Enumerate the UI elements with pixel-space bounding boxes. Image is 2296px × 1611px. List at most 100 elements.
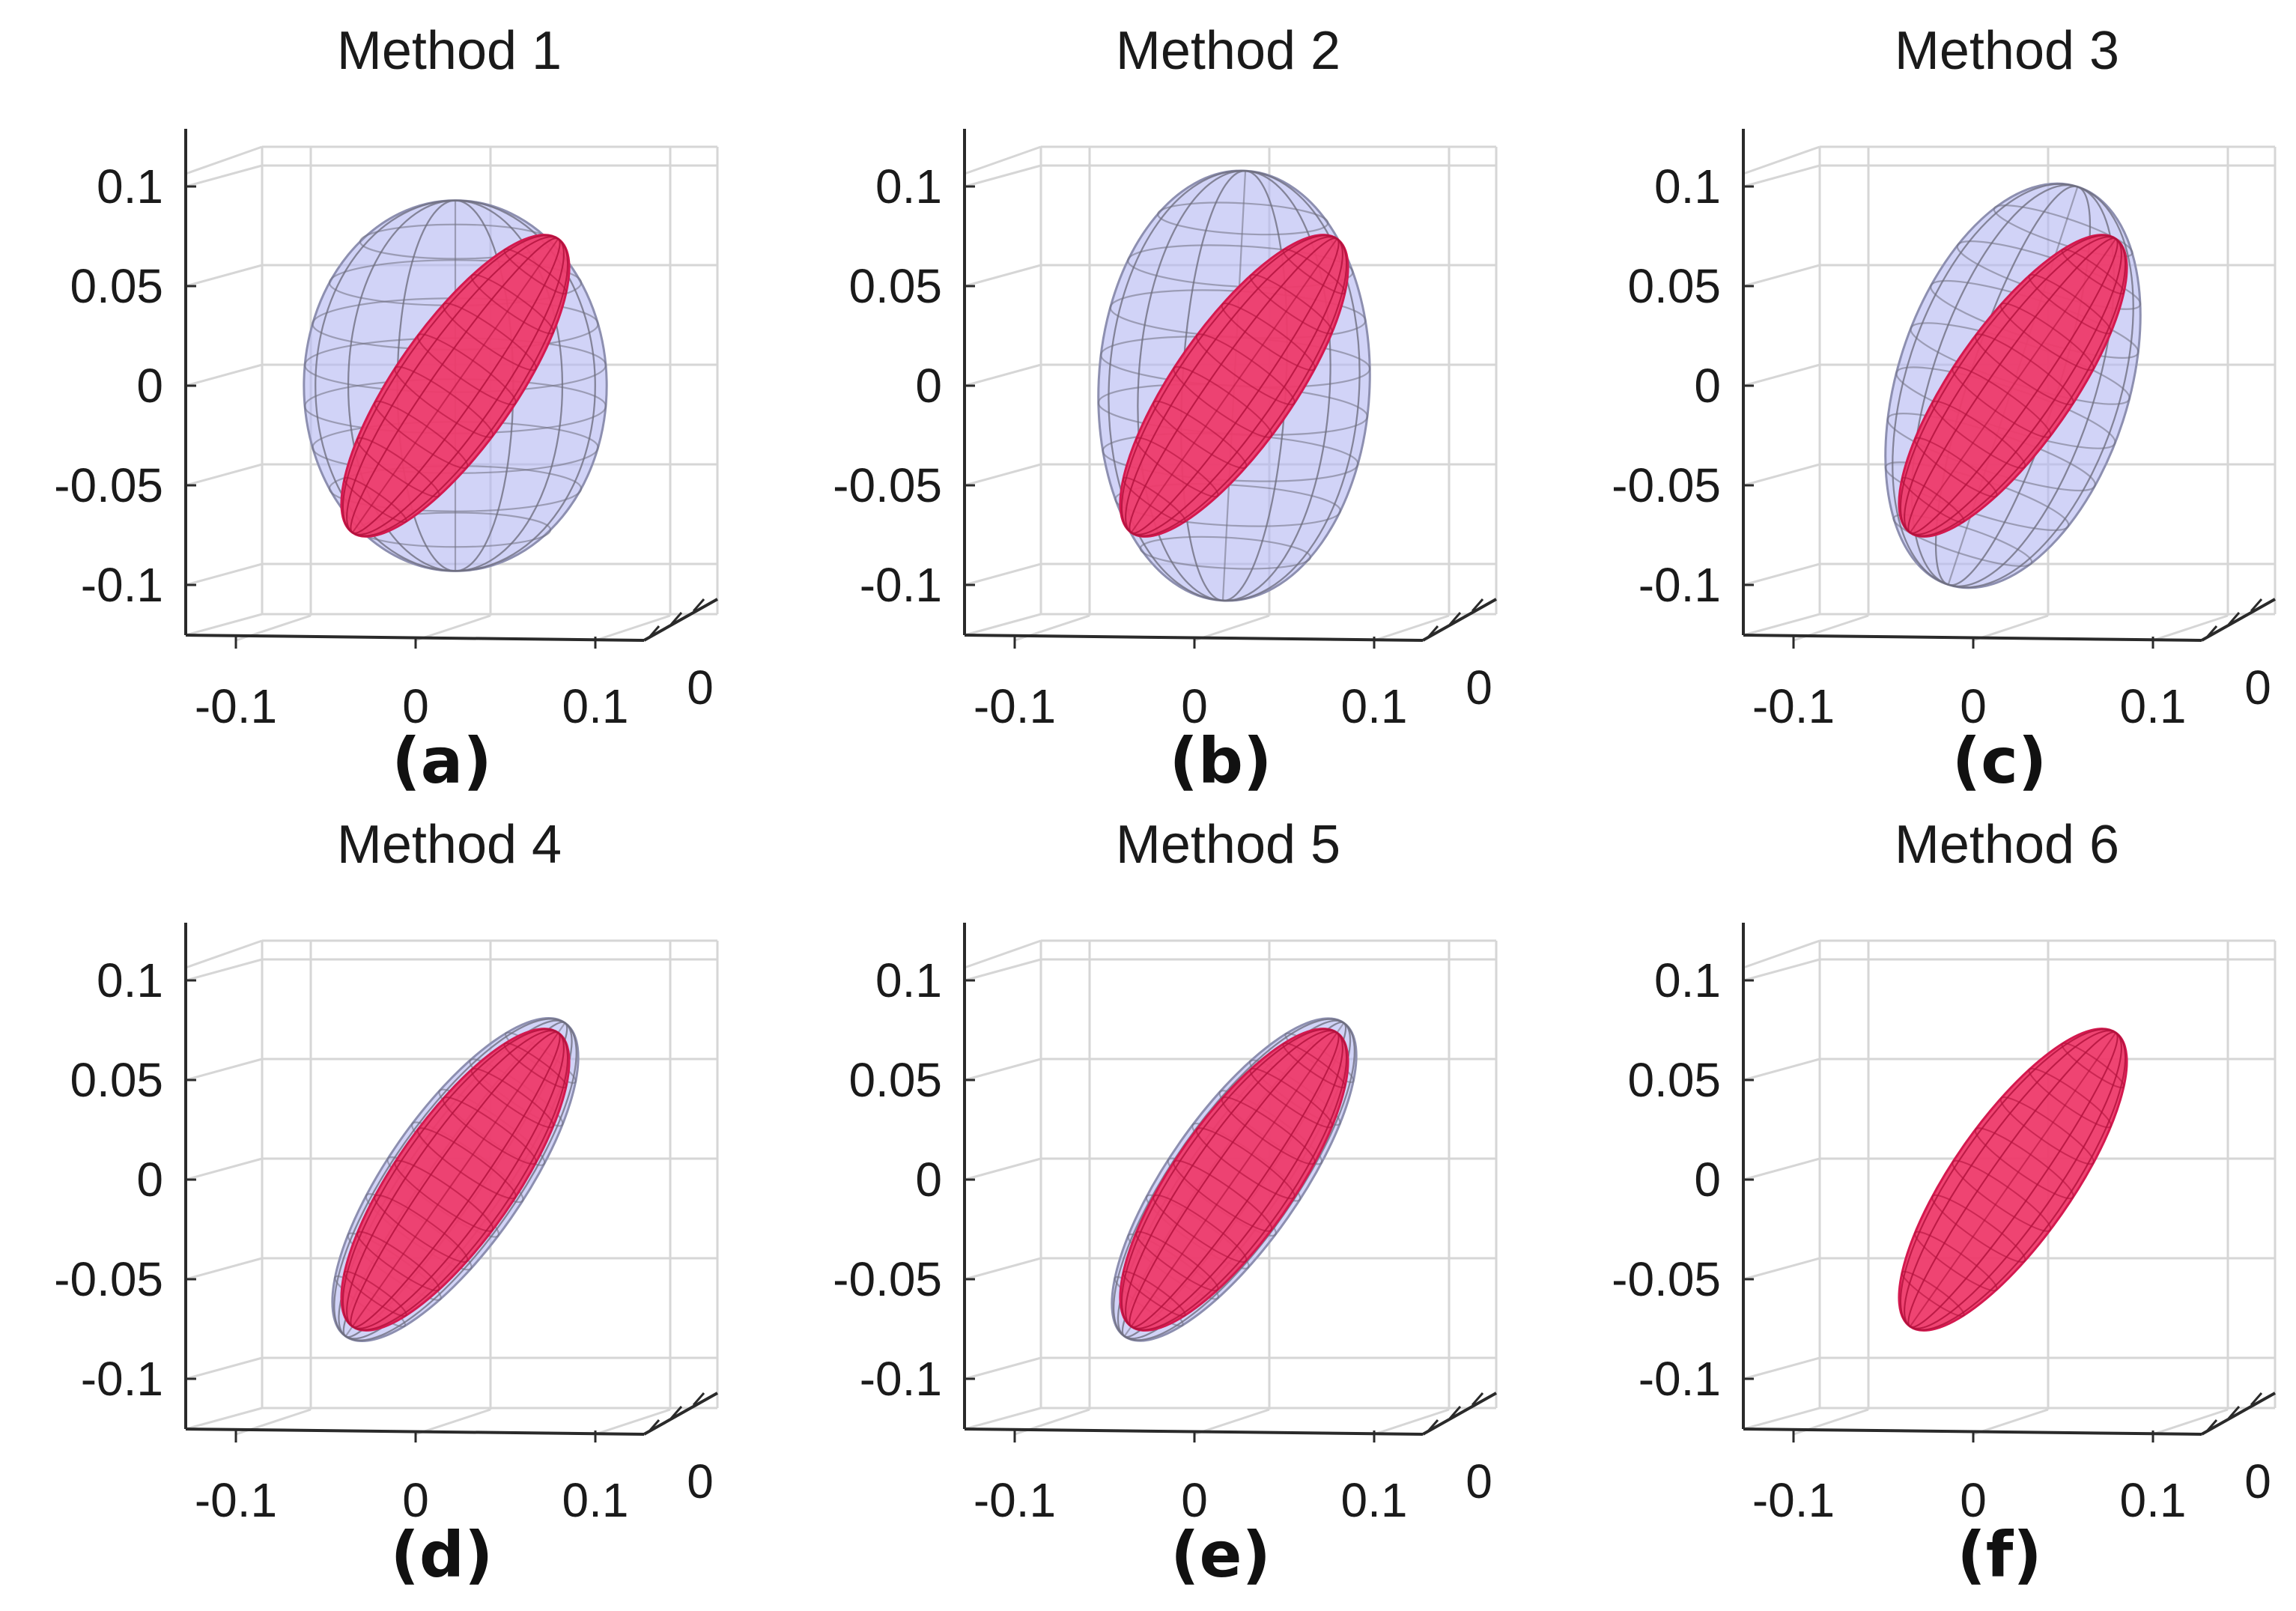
panel-title: Method 3 [1895, 21, 2119, 81]
grid-line [964, 463, 1042, 487]
y-tick-label: 0.05 [70, 1053, 163, 1107]
grid-line [1743, 363, 1820, 387]
grid-line [185, 958, 263, 982]
panel-title: Method 1 [337, 21, 562, 81]
y-tick-label: -0.05 [833, 458, 942, 512]
grid-line [1743, 1407, 1820, 1431]
inner-ellipsoid-mesh [1899, 234, 2127, 537]
mesh-parallel [1152, 400, 1248, 469]
panel-label: (d) [391, 1518, 493, 1592]
z-tick [2205, 625, 2218, 639]
grid-line [185, 463, 263, 487]
y-tick-label: -0.05 [833, 1252, 942, 1306]
y-tick-label: -0.1 [1639, 558, 1721, 612]
grid-line [185, 1356, 263, 1380]
mesh-parallel [1999, 303, 2095, 371]
grid-line [415, 1408, 491, 1436]
y-tick-label: 0.05 [848, 259, 942, 313]
x-tick-label: -0.1 [974, 1473, 1056, 1527]
grid-line [185, 1257, 263, 1281]
grid-lines [185, 939, 719, 1436]
mesh-parallel [1173, 365, 1273, 438]
grid-line [964, 562, 1042, 586]
mesh-parallel [2061, 1042, 2125, 1089]
y-tick-label: 0.1 [875, 953, 942, 1007]
mesh-parallel [1195, 333, 1296, 406]
y-tick-label: 0.1 [97, 160, 163, 213]
mesh-parallel [1122, 1270, 1186, 1317]
grid-line [964, 363, 1042, 387]
mesh-parallel [416, 333, 517, 406]
x-tick-label: 0.1 [562, 679, 629, 733]
z-tick [1448, 612, 1462, 625]
grid-line [2152, 1408, 2229, 1436]
x-tick-label: 0 [402, 679, 429, 733]
mesh-meridian [1108, 169, 1361, 602]
grid-line [964, 613, 1042, 637]
y-tick-label: 0 [136, 359, 163, 413]
grid-line [1743, 939, 1820, 969]
y-tick-label: 0.1 [97, 953, 163, 1007]
y-tick-label: 0.05 [848, 1053, 942, 1107]
mesh-parallel [343, 1270, 407, 1317]
mesh-parallel [1999, 1096, 2095, 1165]
grid-line [595, 614, 671, 642]
inner-ellipsoid [1898, 1028, 2128, 1332]
mesh-parallel [1913, 1231, 1998, 1292]
mesh-meridian [341, 234, 569, 537]
mesh-parallel [1952, 1159, 2052, 1232]
z-axis-line [643, 1392, 718, 1436]
grid-line [1972, 614, 2049, 642]
inner-ellipsoid [1119, 1028, 1349, 1332]
mesh-parallel [1157, 201, 1329, 236]
mesh-parallel [1221, 303, 1316, 371]
y-tick-label: 0 [915, 1153, 942, 1207]
mesh-parallel [343, 476, 407, 524]
x-tick-label: 0.1 [1341, 679, 1408, 733]
y-tick-label: 0.1 [1654, 953, 1721, 1007]
z-tick [2250, 1392, 2263, 1406]
axes [1742, 129, 2276, 649]
inner-ellipsoid [340, 1028, 571, 1332]
panel-title: Method 2 [1116, 21, 1340, 81]
mesh-parallel [2061, 248, 2125, 295]
inner-ellipsoid [340, 234, 571, 538]
mesh-parallel [1195, 1127, 1296, 1200]
z-axis-line [2201, 598, 2276, 642]
mesh-parallel [1993, 204, 2133, 258]
x-tick-label: -0.1 [974, 679, 1056, 733]
mesh-parallel [374, 400, 469, 469]
mesh-parallel [1282, 1042, 1346, 1089]
z-tick [1426, 625, 1439, 639]
x-tick-label: 0.1 [1341, 1473, 1408, 1527]
mesh-parallel [1901, 476, 1965, 524]
x-tick-label: -0.1 [1752, 1473, 1835, 1527]
x-tick-label: 0 [1960, 1473, 1987, 1527]
grid-line [185, 562, 263, 586]
panel-title: Method 5 [1116, 815, 1340, 875]
panel-3: 0.1 0.05 0 -0.05 -0.1 -0.1 0 0.1 0 Method 3 (c) [1612, 21, 2277, 798]
grid-line [964, 958, 1042, 982]
mesh-parallel [1135, 1231, 1219, 1292]
x-tick-label: 0.1 [2120, 1473, 2187, 1527]
grid-line [185, 939, 263, 969]
panel-label: (b) [1170, 724, 1272, 798]
grid-line [964, 264, 1042, 288]
grid-line [1743, 164, 1820, 188]
grid-line [1743, 463, 1820, 487]
panel-label: (c) [1952, 724, 2047, 798]
axes [963, 129, 1497, 649]
mesh-parallel [1974, 1127, 2074, 1200]
grid-line [185, 264, 263, 288]
mesh-parallel [2028, 1067, 2113, 1129]
grid-line [1743, 1356, 1820, 1380]
mesh-parallel [356, 1231, 440, 1292]
z-tick-label: 0 [687, 1454, 714, 1508]
panel-5: 0.1 0.05 0 -0.05 -0.1 -0.1 0 0.1 0 Method 5 (e) [833, 815, 1498, 1592]
mesh-parallel [1952, 365, 2052, 438]
inner-ellipsoid [1119, 234, 1349, 538]
inner-ellipsoid-mesh [1899, 1028, 2127, 1331]
x-tick-label: 0 [1181, 1473, 1208, 1527]
inner-ellipsoid-mesh [1120, 234, 1348, 537]
grid-line [1194, 614, 1270, 642]
